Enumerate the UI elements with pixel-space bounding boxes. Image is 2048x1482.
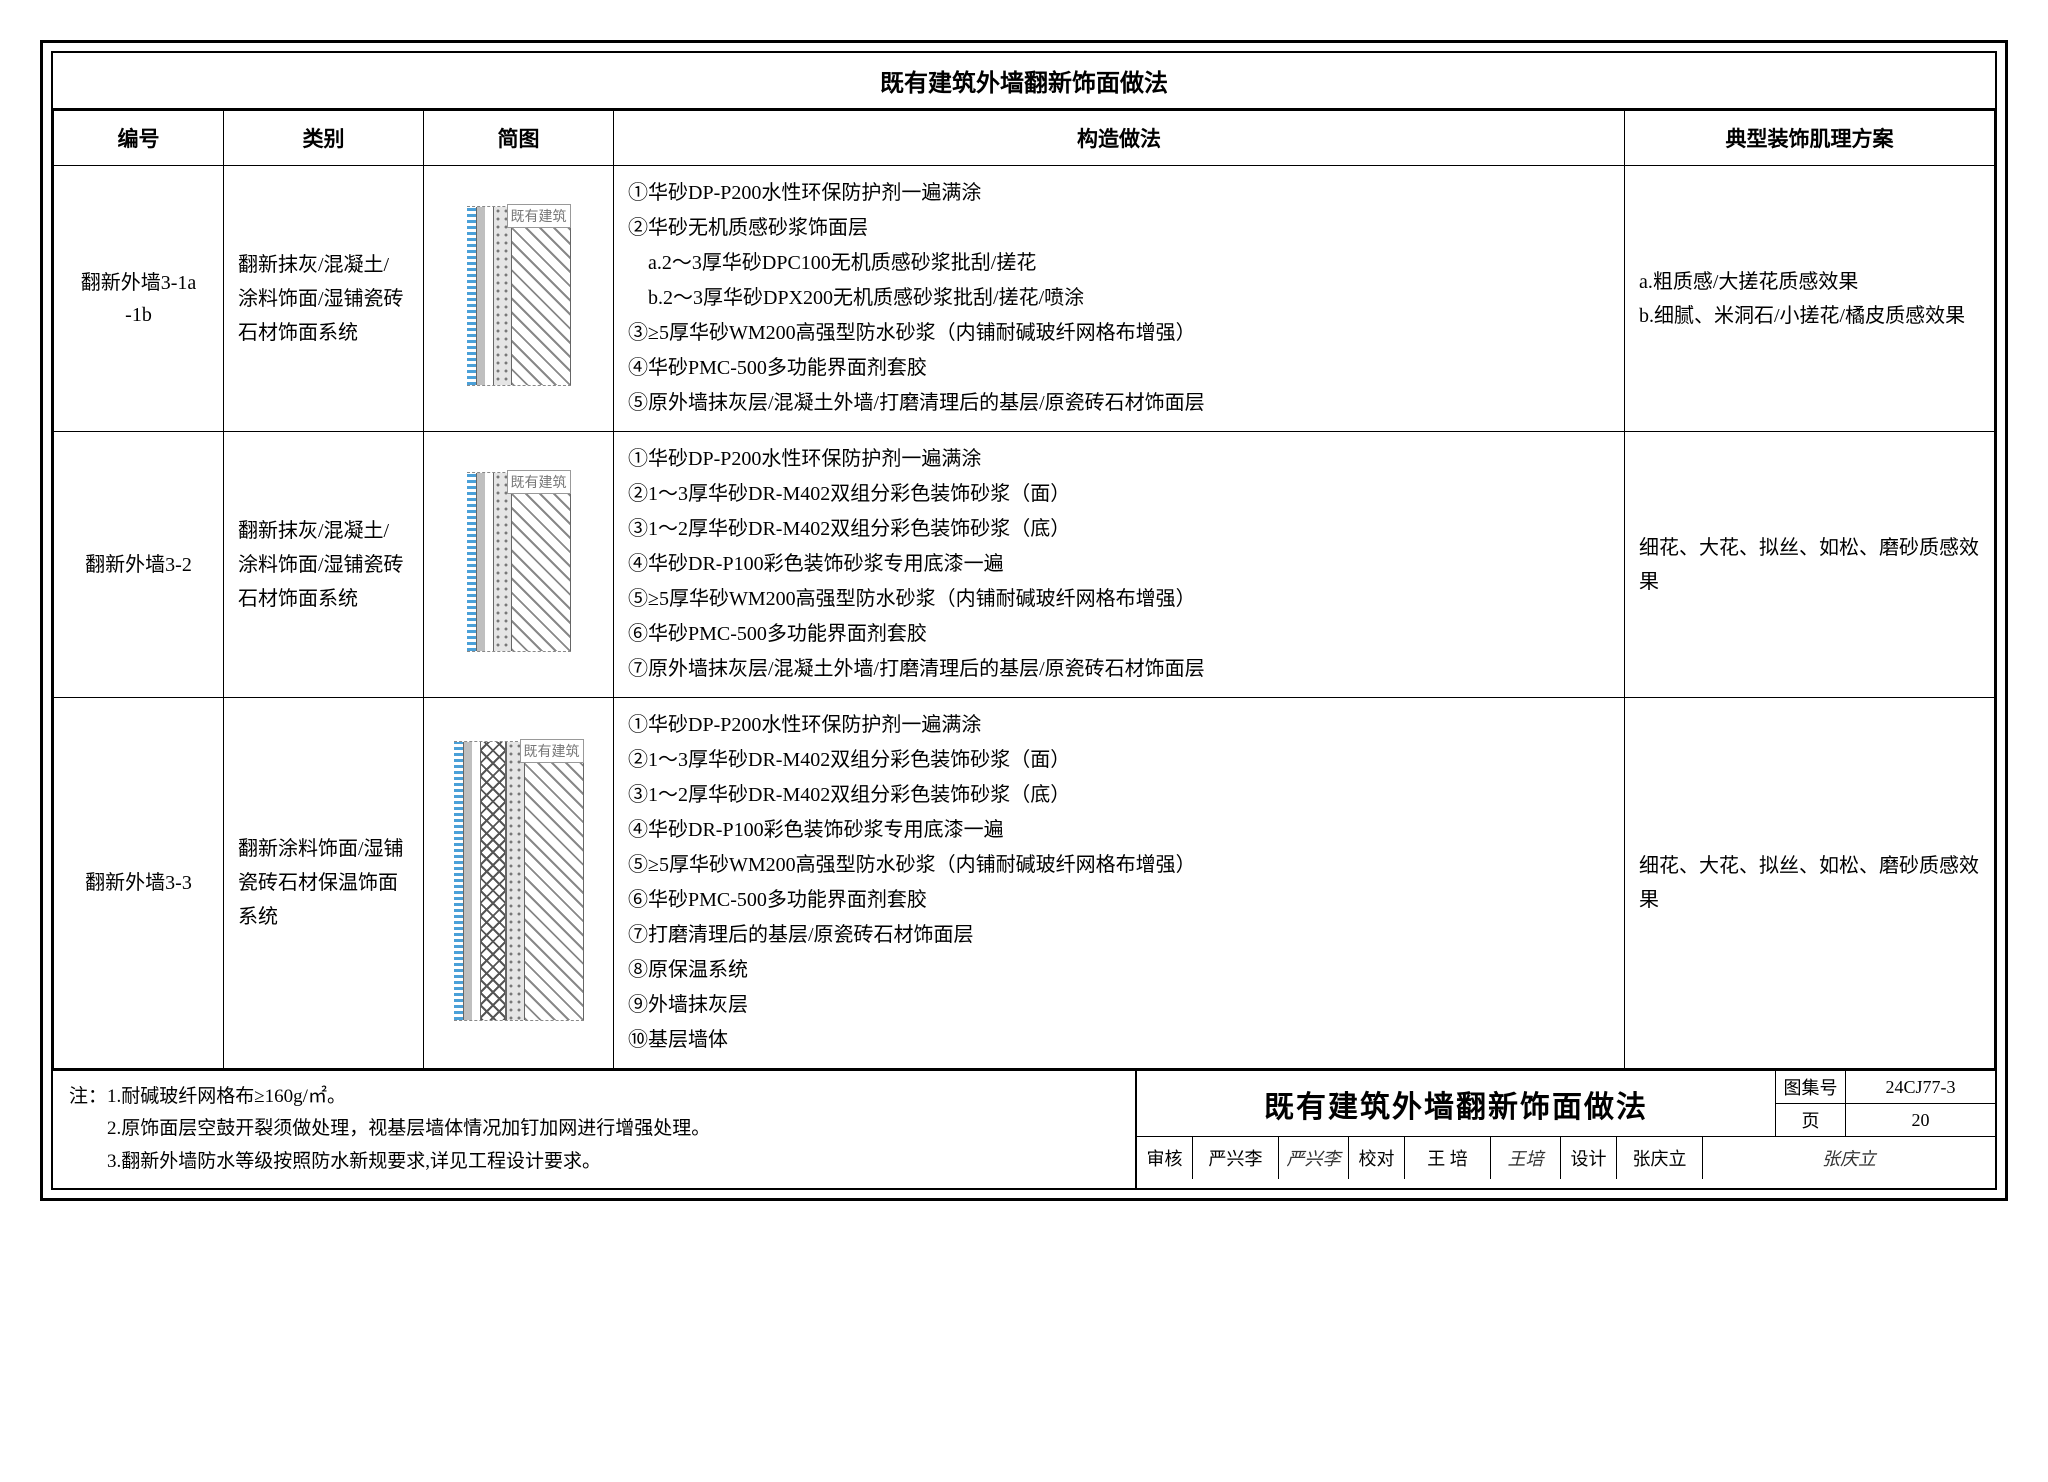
layer-gap (485, 207, 493, 385)
review-name: 严兴李 (1193, 1137, 1279, 1179)
number-cell: 翻新外墙3-2 (54, 432, 224, 698)
layer-blue (467, 207, 477, 385)
construction-line: ⑦原外墙抹灰层/混凝土外墙/打磨清理后的基层/原瓷砖石材饰面层 (628, 652, 1610, 687)
construction-line: ⑩基层墙体 (628, 1023, 1610, 1058)
construction-line: a.2～3厚华砂DPC100无机质感砂浆批刮/搓花 (628, 246, 1610, 281)
check-signature: 王培 (1491, 1137, 1561, 1179)
table-row: 翻新外墙3-2翻新抹灰/混凝土/涂料饰面/湿铺瓷砖石材饰面系统 既有建筑 ①华砂DP… (54, 432, 1995, 698)
layer-dots (506, 742, 524, 1020)
layer-hatch (511, 473, 571, 651)
design-name: 张庆立 (1617, 1137, 1703, 1179)
construction-table: 编号 类别 简图 构造做法 典型装饰肌理方案 翻新外墙3-1a-1b翻新抹灰/混… (53, 110, 1995, 1069)
construction-line: ②1～3厚华砂DR-M402双组分彩色装饰砂浆（面） (628, 743, 1610, 778)
plan-cell: 细花、大花、拟丝、如松、磨砂质感效果 (1625, 432, 1995, 698)
construction-line: ③≥5厚华砂WM200高强型防水砂浆（内铺耐碱玻纤网格布增强） (628, 316, 1610, 351)
layer-blue (454, 742, 464, 1020)
construction-line: ④华砂DR-P100彩色装饰砂浆专用底漆一遍 (628, 813, 1610, 848)
design-signature: 张庆立 (1703, 1137, 1995, 1179)
page-value: 20 (1846, 1104, 1995, 1136)
construction-line: ③1～2厚华砂DR-M402双组分彩色装饰砂浆（底） (628, 778, 1610, 813)
layer-gap (472, 742, 480, 1020)
layer-hatch (511, 207, 571, 385)
diagram-label: 既有建筑 (507, 470, 571, 494)
layer-grey (477, 207, 485, 385)
construction-line: ②1～3厚华砂DR-M402双组分彩色装饰砂浆（面） (628, 477, 1610, 512)
note-line: 注：1.耐碱玻纤网格布≥160g/㎡。 (69, 1081, 1119, 1113)
construction-line: ⑦打磨清理后的基层/原瓷砖石材饰面层 (628, 918, 1610, 953)
wall-section-icon (467, 206, 571, 386)
review-label: 审核 (1137, 1137, 1193, 1179)
layer-gap (485, 473, 493, 651)
construction-line: ⑤原外墙抹灰层/混凝土外墙/打磨清理后的基层/原瓷砖石材饰面层 (628, 386, 1610, 421)
layer-dots (493, 207, 511, 385)
construction-line: ⑤≥5厚华砂WM200高强型防水砂浆（内铺耐碱玻纤网格布增强） (628, 848, 1610, 883)
plan-cell: 细花、大花、拟丝、如松、磨砂质感效果 (1625, 698, 1995, 1069)
check-name: 王 培 (1405, 1137, 1491, 1179)
titleblock-title: 既有建筑外墙翻新饰面做法 (1137, 1071, 1775, 1136)
review-signature: 严兴李 (1279, 1137, 1349, 1179)
construction-line: ⑤≥5厚华砂WM200高强型防水砂浆（内铺耐碱玻纤网格布增强） (628, 582, 1610, 617)
col-header-number: 编号 (54, 111, 224, 166)
plan-cell: a.粗质感/大搓花质感效果b.细腻、米洞石/小搓花/橘皮质感效果 (1625, 166, 1995, 432)
layer-dots (493, 473, 511, 651)
construction-cell: ①华砂DP-P200水性环保防护剂一遍满涂②1～3厚华砂DR-M402双组分彩色… (614, 698, 1625, 1069)
col-header-category: 类别 (224, 111, 424, 166)
note-line: 2.原饰面层空鼓开裂须做处理，视基层墙体情况加钉加网进行增强处理。 (69, 1113, 1119, 1145)
diagram-cell: 既有建筑 (424, 432, 614, 698)
construction-line: ⑥华砂PMC-500多功能界面剂套胶 (628, 883, 1610, 918)
wall-section-icon (467, 472, 571, 652)
design-label: 设计 (1561, 1137, 1617, 1179)
category-cell: 翻新涂料饰面/湿铺瓷砖石材保温饰面系统 (224, 698, 424, 1069)
construction-line: ③1～2厚华砂DR-M402双组分彩色装饰砂浆（底） (628, 512, 1610, 547)
series-label: 图集号 (1776, 1071, 1846, 1103)
diagram-cell: 既有建筑 (424, 698, 614, 1069)
layer-blue (467, 473, 477, 651)
col-header-construction: 构造做法 (614, 111, 1625, 166)
layer-grey (477, 473, 485, 651)
layer-grey (464, 742, 472, 1020)
construction-line: ②华砂无机质感砂浆饰面层 (628, 211, 1610, 246)
construction-cell: ①华砂DP-P200水性环保防护剂一遍满涂②华砂无机质感砂浆饰面层 a.2～3厚… (614, 166, 1625, 432)
drawing-sheet: 既有建筑外墙翻新饰面做法 编号 类别 简图 构造做法 典型装饰肌理方案 翻新外墙… (40, 40, 2008, 1201)
construction-line: ①华砂DP-P200水性环保防护剂一遍满涂 (628, 442, 1610, 477)
category-cell: 翻新抹灰/混凝土/涂料饰面/湿铺瓷砖石材饰面系统 (224, 432, 424, 698)
category-cell: 翻新抹灰/混凝土/涂料饰面/湿铺瓷砖石材饰面系统 (224, 166, 424, 432)
diagram-cell: 既有建筑 (424, 166, 614, 432)
page-label: 页 (1776, 1104, 1846, 1136)
table-header-row: 编号 类别 简图 构造做法 典型装饰肌理方案 (54, 111, 1995, 166)
construction-line: b.2～3厚华砂DPX200无机质感砂浆批刮/搓花/喷涂 (628, 281, 1610, 316)
signature-row: 审核 严兴李 严兴李 校对 王 培 王培 设计 张庆立 张庆立 (1137, 1137, 1995, 1179)
footer: 注：1.耐碱玻纤网格布≥160g/㎡。 2.原饰面层空鼓开裂须做处理，视基层墙体… (53, 1069, 1995, 1188)
title-block: 既有建筑外墙翻新饰面做法 图集号 24CJ77-3 页 20 审核 (1135, 1071, 1995, 1188)
construction-line: ⑨外墙抹灰层 (628, 988, 1610, 1023)
construction-line: ⑥华砂PMC-500多功能界面剂套胶 (628, 617, 1610, 652)
construction-line: ①华砂DP-P200水性环保防护剂一遍满涂 (628, 176, 1610, 211)
wall-section-icon (454, 741, 584, 1021)
construction-line: ④华砂PMC-500多功能界面剂套胶 (628, 351, 1610, 386)
construction-line: ①华砂DP-P200水性环保防护剂一遍满涂 (628, 708, 1610, 743)
construction-line: ⑧原保温系统 (628, 953, 1610, 988)
layer-cross (480, 742, 506, 1020)
col-header-plan: 典型装饰肌理方案 (1625, 111, 1995, 166)
sheet-title: 既有建筑外墙翻新饰面做法 (53, 53, 1995, 110)
series-value: 24CJ77-3 (1846, 1071, 1995, 1103)
construction-line: ④华砂DR-P100彩色装饰砂浆专用底漆一遍 (628, 547, 1610, 582)
diagram-label: 既有建筑 (520, 739, 584, 763)
inner-frame: 既有建筑外墙翻新饰面做法 编号 类别 简图 构造做法 典型装饰肌理方案 翻新外墙… (51, 51, 1997, 1190)
table-row: 翻新外墙3-3翻新涂料饰面/湿铺瓷砖石材保温饰面系统 既有建筑 ①华砂DP-P200… (54, 698, 1995, 1069)
check-label: 校对 (1349, 1137, 1405, 1179)
notes-block: 注：1.耐碱玻纤网格布≥160g/㎡。 2.原饰面层空鼓开裂须做处理，视基层墙体… (53, 1071, 1135, 1188)
layer-hatch (524, 742, 584, 1020)
note-line: 3.翻新外墙防水等级按照防水新规要求,详见工程设计要求。 (69, 1146, 1119, 1178)
number-cell: 翻新外墙3-3 (54, 698, 224, 1069)
col-header-diagram: 简图 (424, 111, 614, 166)
diagram-label: 既有建筑 (507, 204, 571, 228)
number-cell: 翻新外墙3-1a-1b (54, 166, 224, 432)
construction-cell: ①华砂DP-P200水性环保防护剂一遍满涂②1～3厚华砂DR-M402双组分彩色… (614, 432, 1625, 698)
table-row: 翻新外墙3-1a-1b翻新抹灰/混凝土/涂料饰面/湿铺瓷砖石材饰面系统 既有建筑 ①… (54, 166, 1995, 432)
